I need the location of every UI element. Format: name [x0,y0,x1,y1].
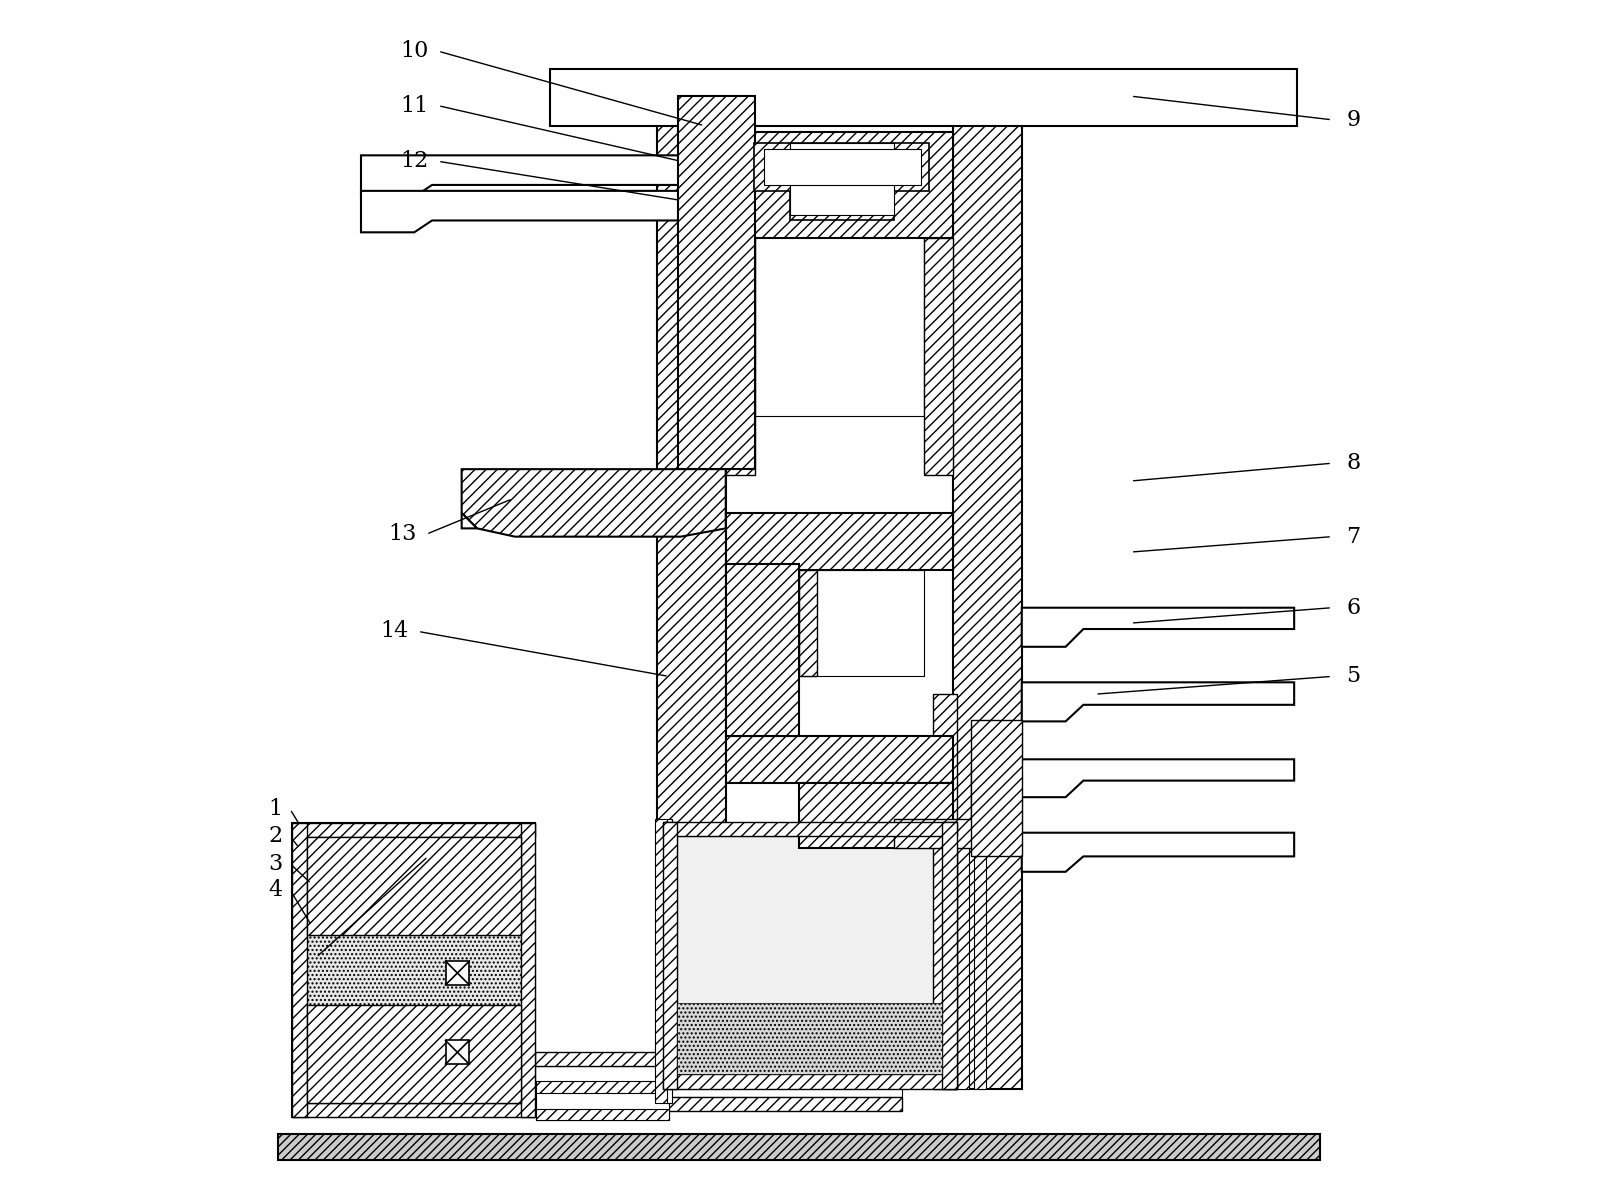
Bar [292,824,307,1117]
Bar [764,150,921,185]
Bar [446,961,469,985]
Bar [790,144,894,215]
Text: 11: 11 [401,95,428,116]
Text: 3: 3 [269,852,282,875]
Bar [949,698,955,1088]
Bar [535,1052,902,1066]
Bar [676,1003,942,1074]
Bar [975,840,986,1088]
Bar [923,239,954,475]
Bar [800,570,817,677]
Bar [756,570,923,677]
Bar [521,824,535,1117]
Bar [954,96,1022,1088]
Bar [972,721,1022,856]
Bar [676,837,942,1074]
Bar [307,838,521,1103]
Bar [756,233,923,415]
Bar [292,1103,535,1117]
Bar [933,694,957,1088]
Polygon shape [1022,833,1294,871]
Polygon shape [307,838,521,935]
Polygon shape [894,766,986,848]
Bar [537,1081,668,1093]
Bar [537,1091,668,1121]
Bar [725,132,954,239]
Bar [667,819,673,1103]
Bar [535,1066,902,1097]
Polygon shape [1022,760,1294,798]
Bar [292,824,535,1117]
Text: 2: 2 [269,825,282,848]
Text: 7: 7 [1346,526,1361,547]
Polygon shape [1022,608,1294,647]
Bar [277,1134,1320,1160]
Bar [663,823,676,1088]
Bar [663,1074,957,1088]
Text: 12: 12 [401,151,428,172]
Bar [800,783,954,848]
Bar [535,1097,902,1111]
Polygon shape [462,513,477,528]
Polygon shape [754,144,929,221]
Bar [657,96,725,1088]
Text: 13: 13 [388,523,417,545]
Text: 10: 10 [401,40,428,62]
Polygon shape [362,155,678,197]
Text: 1: 1 [269,798,282,820]
Text: 9: 9 [1346,109,1361,131]
Bar [725,564,800,736]
Text: 6: 6 [1346,597,1361,618]
Polygon shape [462,469,725,537]
Bar [678,96,756,469]
Bar [550,69,1296,126]
Bar [292,824,535,838]
Text: 8: 8 [1346,452,1361,475]
Bar [663,823,957,837]
Polygon shape [307,1005,521,1103]
Bar [446,1041,469,1065]
Bar [655,819,668,1103]
Text: 5: 5 [1346,666,1361,687]
Bar [942,823,957,1088]
Polygon shape [1022,683,1294,722]
Text: 4: 4 [269,878,282,901]
Bar [725,736,954,783]
Polygon shape [362,191,678,233]
Text: 14: 14 [380,621,409,642]
Bar [725,239,756,475]
Bar [537,1109,668,1121]
Bar [957,840,968,1088]
Bar [725,513,954,570]
